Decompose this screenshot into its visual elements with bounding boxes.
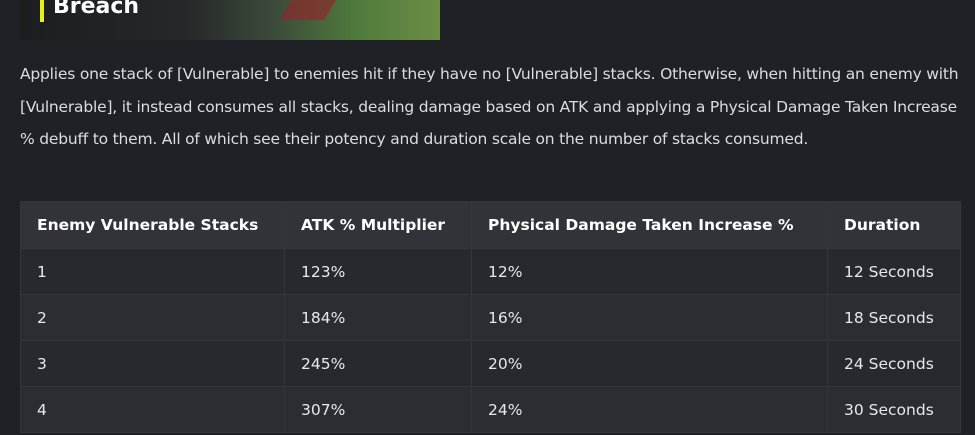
cell-stacks: 3 — [20, 340, 285, 387]
cell-phys-dmg-taken: 20% — [471, 340, 828, 387]
header-atk-multiplier: ATK % Multiplier — [284, 201, 472, 249]
cell-phys-dmg-taken: 24% — [471, 386, 828, 433]
cell-stacks: 4 — [20, 386, 285, 433]
cell-duration: 18 Seconds — [827, 294, 961, 341]
table-row: 4 307% 24% 30 Seconds — [20, 386, 961, 433]
cell-stacks: 2 — [20, 294, 285, 341]
cell-phys-dmg-taken: 16% — [471, 294, 828, 341]
accent-bar — [40, 0, 44, 22]
cell-phys-dmg-taken: 12% — [471, 248, 828, 295]
table-row: 1 123% 12% 12 Seconds — [20, 248, 961, 295]
table-header-row: Enemy Vulnerable Stacks ATK % Multiplier… — [20, 201, 961, 249]
table-row: 2 184% 16% 18 Seconds — [20, 294, 961, 341]
cell-atk-multiplier: 184% — [284, 294, 472, 341]
cell-duration: 12 Seconds — [827, 248, 961, 295]
header-phys-dmg-taken: Physical Damage Taken Increase % — [471, 201, 828, 249]
header-stacks: Enemy Vulnerable Stacks — [20, 201, 285, 249]
cell-stacks: 1 — [20, 248, 285, 295]
skill-title: Breach — [53, 0, 140, 19]
header-duration: Duration — [827, 201, 961, 249]
stacks-table: Enemy Vulnerable Stacks ATK % Multiplier… — [20, 201, 961, 433]
cell-duration: 30 Seconds — [827, 386, 961, 433]
cell-atk-multiplier: 307% — [284, 386, 472, 433]
cell-atk-multiplier: 123% — [284, 248, 472, 295]
cell-atk-multiplier: 245% — [284, 340, 472, 387]
banner-art — [279, 0, 336, 20]
cell-duration: 24 Seconds — [827, 340, 961, 387]
skill-banner-image: Breach — [20, 0, 440, 40]
table-row: 3 245% 20% 24 Seconds — [20, 340, 961, 387]
skill-description: Applies one stack of [Vulnerable] to ene… — [20, 65, 959, 148]
